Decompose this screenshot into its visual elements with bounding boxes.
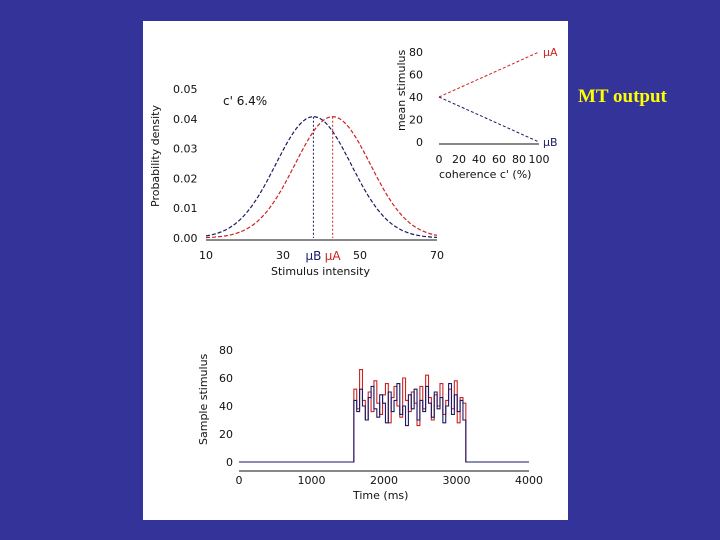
x-tick-label: 2000 bbox=[370, 474, 398, 487]
y-tick-label: 0.00 bbox=[173, 232, 198, 245]
x-tick-label: 10 bbox=[199, 249, 213, 262]
y-tick-label: 0.03 bbox=[173, 143, 198, 156]
y-axis-label: mean stimulus bbox=[395, 49, 408, 131]
x-tick-label: 70 bbox=[430, 249, 444, 262]
coherence-annotation: c' 6.4% bbox=[223, 94, 267, 108]
figure-panel: c' 6.4% 0.00 0.01 0.02 0.03 0.04 0.05 10 30 50 7… bbox=[143, 21, 568, 520]
x-axis-label: Time (ms) bbox=[352, 489, 408, 502]
stimulus-trace-a bbox=[239, 369, 529, 463]
x-tick-label: 40 bbox=[472, 153, 486, 166]
y-tick-label: 0 bbox=[416, 136, 423, 149]
mean-line bbox=[438, 96, 540, 143]
stimulus-trace-b bbox=[239, 383, 529, 463]
sample-stimulus-chart: 0 20 40 60 80 0 1000 2000 3000 4000 Time (ms) Sa… bbox=[197, 344, 543, 502]
y-tick-label: 40 bbox=[219, 400, 233, 413]
y-tick-label: 20 bbox=[409, 114, 423, 127]
x-tick-label: 50 bbox=[353, 249, 367, 262]
density-curve-b bbox=[205, 116, 438, 238]
y-axis-label: Sample stimulus bbox=[197, 353, 210, 445]
mean-line bbox=[438, 51, 540, 98]
y-tick-label: 0.02 bbox=[173, 172, 198, 185]
y-tick-label: 0.05 bbox=[173, 83, 198, 96]
x-tick-label: 0 bbox=[236, 474, 243, 487]
y-tick-label: 0 bbox=[226, 456, 233, 469]
density-curve-a bbox=[205, 116, 438, 239]
figure-canvas: c' 6.4% 0.00 0.01 0.02 0.03 0.04 0.05 10 30 50 7… bbox=[149, 46, 558, 502]
x-tick-label: 60 bbox=[492, 153, 506, 166]
x-axis-label: coherence c' (%) bbox=[439, 168, 531, 181]
density-chart: c' 6.4% 0.00 0.01 0.02 0.03 0.04 0.05 10 30 50 7… bbox=[149, 83, 444, 278]
y-tick-label: 60 bbox=[219, 372, 233, 385]
x-tick-label: 100 bbox=[529, 153, 550, 166]
y-tick-label: 0.04 bbox=[173, 113, 198, 126]
x-tick-label: 4000 bbox=[515, 474, 543, 487]
x-tick-label: 80 bbox=[512, 153, 526, 166]
x-tick-label: 0 bbox=[436, 153, 443, 166]
x-axis-label: Stimulus intensity bbox=[271, 265, 370, 278]
series-label: μB bbox=[543, 136, 558, 149]
y-tick-label: 0.01 bbox=[173, 202, 198, 215]
y-tick-label: 80 bbox=[219, 344, 233, 357]
x-tick-label: 20 bbox=[452, 153, 466, 166]
y-axis-label: Probability density bbox=[149, 105, 162, 207]
y-tick-label: 80 bbox=[409, 46, 423, 59]
x-tick-label: 30 bbox=[276, 249, 290, 262]
mean-label-b: μB bbox=[305, 249, 321, 263]
x-tick-label: 1000 bbox=[298, 474, 326, 487]
mean-label-a: μA bbox=[325, 249, 342, 263]
y-tick-label: 60 bbox=[409, 69, 423, 82]
series-label: μA bbox=[543, 46, 558, 59]
x-tick-label: 3000 bbox=[443, 474, 471, 487]
mt-output-label: MT output bbox=[578, 86, 667, 107]
y-tick-label: 40 bbox=[409, 91, 423, 104]
y-tick-label: 20 bbox=[219, 428, 233, 441]
